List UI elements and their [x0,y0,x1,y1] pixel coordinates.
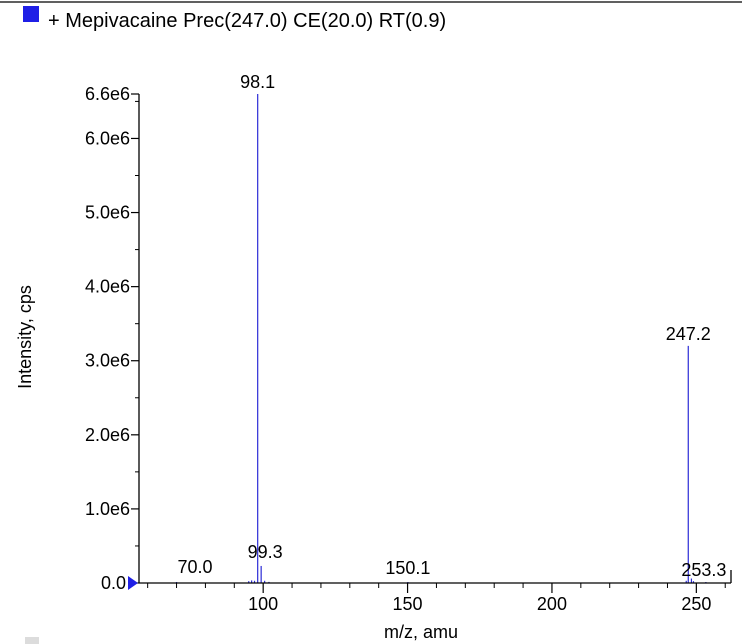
x-axis-title: m/z, amu [384,622,458,642]
x-ticks-group: 100 150 200 250 [147,583,726,614]
y-tick-label: 3.0e6 [85,351,130,371]
y-tick-label: 0.0 [101,573,126,593]
peak-label: 247.2 [666,324,711,344]
y-ticks-group: 0.0 1.0e6 2.0e6 3.0e6 4.0e6 5.0e6 6.0e6 [85,93,139,593]
peak-labels-group: 70.0 98.1 99.3 150.1 247.2 253.3 [178,72,727,580]
legend-label: + Mepivacaine Prec(247.0) CE(20.0) RT(0.… [48,10,446,32]
peak-label: 253.3 [681,560,726,580]
x-tick-label: 150 [393,594,423,614]
y-tick-label: 2.0e6 [85,425,130,445]
y-max-label: 6.6e6 [85,84,130,104]
peak-label: 150.1 [385,558,430,578]
peak-label: 70.0 [178,557,213,577]
baseline-marker-icon [128,576,138,590]
x-tick-label: 200 [537,594,567,614]
y-tick-label: 1.0e6 [85,499,130,519]
legend-swatch [23,6,39,22]
y-tick-label: 4.0e6 [85,277,130,297]
peak-label: 98.1 [240,72,275,92]
corner-swatch [25,637,39,644]
y-tick-label: 6.0e6 [85,128,130,148]
x-tick-label: 100 [248,594,278,614]
y-axis-title: Intensity, cps [15,285,35,389]
peak-label: 99.3 [248,542,283,562]
x-tick-label: 250 [681,594,711,614]
y-tick-label: 5.0e6 [85,203,130,223]
